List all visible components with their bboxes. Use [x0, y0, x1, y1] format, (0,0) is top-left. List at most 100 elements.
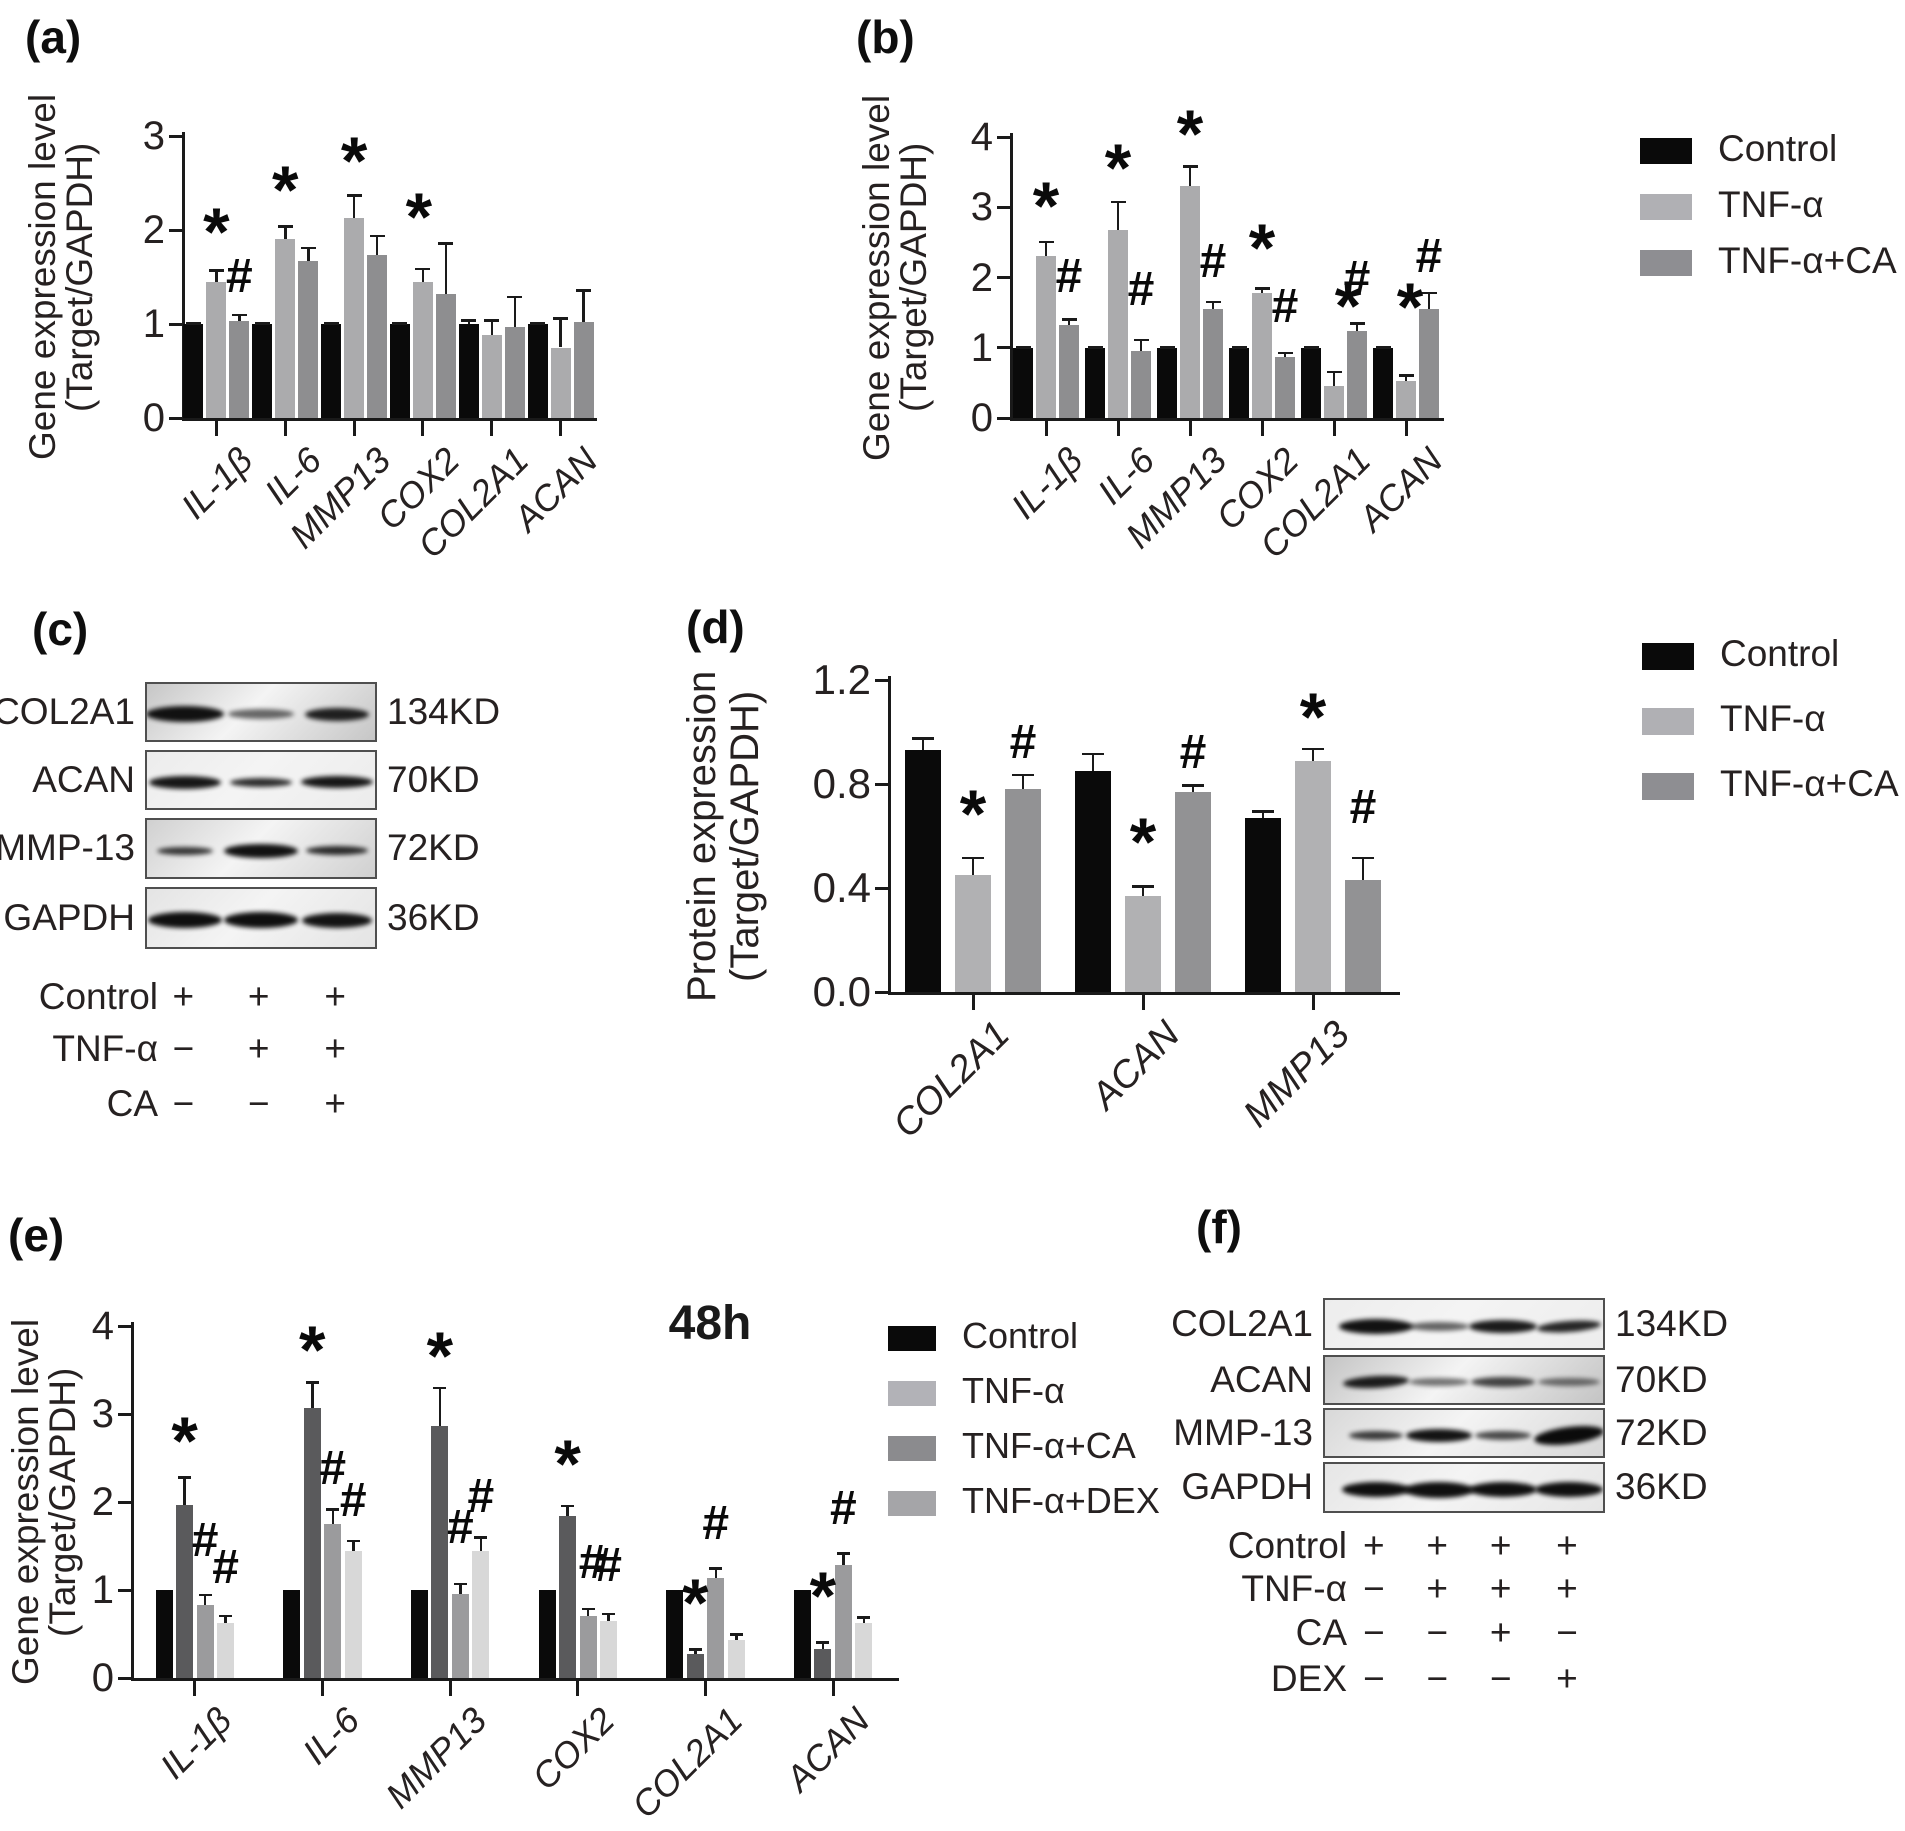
error-bar — [1021, 773, 1025, 790]
sig-asterisk: * — [272, 152, 299, 229]
bar-TNF-α+CA — [1275, 356, 1295, 418]
error-bar — [311, 1381, 314, 1408]
error-cap — [1038, 240, 1054, 244]
protein-band — [1406, 1428, 1473, 1442]
panel-label-d: (d) — [686, 601, 745, 653]
blot-strip-MMP-13 — [1323, 1408, 1605, 1458]
y-tick-label: 0 — [970, 396, 993, 440]
protein-band — [223, 843, 298, 858]
y-tick — [997, 276, 1010, 279]
error-cap — [1205, 300, 1221, 304]
condition-symbol: − — [1362, 1657, 1385, 1699]
bar-TNF-α+CA — [435, 293, 456, 418]
bar-TNF-α+CA — [1345, 880, 1381, 992]
x-axis-line — [1010, 418, 1444, 421]
bar-TNF-α+CA — [504, 326, 525, 418]
y-tick-label: 0 — [91, 1656, 114, 1700]
error-cap — [300, 246, 316, 250]
legend-swatch — [888, 1491, 936, 1516]
bar-TNF-α — [814, 1648, 832, 1678]
error-bar — [490, 319, 493, 336]
error-cap — [178, 1476, 192, 1479]
error-bar — [586, 1607, 590, 1616]
y-axis-line — [888, 676, 891, 995]
error-bar — [459, 1582, 462, 1594]
error-bar — [582, 289, 585, 323]
error-cap — [602, 1612, 616, 1616]
bar-TNF-α+DEX — [472, 1551, 490, 1678]
bar-TNF-α+CA — [1347, 330, 1367, 418]
y-tick — [169, 416, 182, 420]
bar-TNF-α — [412, 281, 433, 418]
condition-symbol: − — [1426, 1657, 1449, 1699]
protein-band — [301, 776, 374, 788]
error-cap — [581, 1607, 595, 1611]
error-cap — [415, 267, 431, 271]
sig-asterisk: * — [682, 1565, 709, 1642]
x-tick — [1044, 421, 1048, 436]
bar-Control — [1013, 347, 1033, 418]
sig-asterisk: * — [1032, 167, 1060, 244]
sig-asterisk: * — [171, 1403, 198, 1480]
bar-Control — [183, 324, 204, 418]
condition-symbol: + — [324, 1027, 347, 1069]
bar-Control — [793, 1590, 811, 1678]
molecular-weight-label: 70KD — [387, 758, 480, 800]
condition-label: Control — [1227, 1524, 1347, 1566]
bar-TNF-α+CA — [1059, 325, 1079, 418]
y-tick — [875, 678, 888, 682]
legend-swatch — [1642, 643, 1694, 670]
sig-asterisk: * — [1248, 210, 1276, 287]
bar-TNF-α+CA — [451, 1593, 469, 1678]
y-tick-label: 2 — [91, 1480, 114, 1524]
sig-asterisk: * — [426, 1317, 454, 1394]
condition-symbol: − — [247, 1082, 270, 1124]
molecular-weight-label: 72KD — [387, 827, 480, 868]
error-bar — [352, 1539, 355, 1552]
panel-label-c: (c) — [32, 603, 89, 655]
error-bar — [284, 225, 287, 240]
bar-TNF-α+CA — [229, 321, 250, 418]
y-tick-label: 1 — [142, 302, 165, 346]
sig-hash: # — [447, 1500, 474, 1554]
error-bar — [862, 1616, 866, 1623]
protein-band — [1468, 1482, 1537, 1497]
blot-strip-ACAN — [1323, 1355, 1605, 1405]
y-tick — [997, 135, 1010, 139]
condition-symbol: + — [247, 1027, 270, 1069]
y-tick — [169, 322, 182, 326]
sig-hash: # — [1127, 262, 1155, 316]
x-axis-line — [131, 1678, 899, 1681]
bar-TNF-α+DEX — [855, 1622, 873, 1678]
y-axis-line — [1010, 133, 1013, 421]
error-cap — [836, 1552, 850, 1555]
error-bar — [183, 1476, 186, 1505]
y-tick — [118, 1412, 131, 1416]
x-tick — [490, 421, 494, 436]
error-cap — [1012, 773, 1034, 777]
condition-label: TNF-α — [1241, 1567, 1347, 1609]
x-axis-line — [182, 418, 597, 421]
protein-band — [1474, 1430, 1531, 1440]
bar-TNF-α+CA — [573, 322, 594, 418]
sig-hash: # — [1199, 234, 1227, 288]
error-cap — [962, 856, 984, 860]
condition-symbol: + — [324, 975, 347, 1017]
x-tick — [559, 421, 563, 436]
x-category-label: COL2A1 — [885, 1013, 1018, 1147]
bar-TNF-α — [1324, 386, 1344, 418]
protein-band — [1404, 1481, 1475, 1498]
blot-strip-COL2A1 — [145, 682, 377, 742]
y-tick-label: 3 — [970, 185, 993, 230]
bar-Control — [283, 1590, 301, 1678]
bar-Control — [905, 750, 941, 992]
legend-label: Control — [1718, 127, 1838, 169]
protein-band — [1338, 1318, 1413, 1334]
sig-asterisk: * — [299, 1312, 326, 1389]
x-category-label: ACAN — [1350, 439, 1451, 540]
protein-band — [1409, 1321, 1470, 1331]
y-axis-line — [182, 132, 185, 421]
bar-TNF-α — [1295, 760, 1331, 992]
protein-band — [1341, 1482, 1410, 1497]
